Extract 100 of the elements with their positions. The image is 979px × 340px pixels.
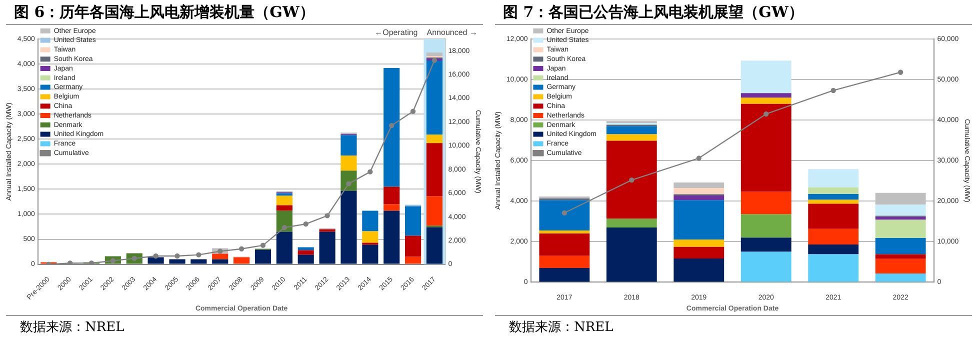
bar bbox=[740, 238, 792, 252]
point bbox=[153, 253, 158, 259]
bar bbox=[808, 187, 859, 194]
bar bbox=[606, 140, 657, 219]
bar bbox=[539, 256, 590, 268]
bar bbox=[674, 200, 724, 240]
point bbox=[898, 70, 904, 75]
point bbox=[368, 169, 373, 174]
bar bbox=[674, 258, 724, 282]
bar bbox=[875, 204, 926, 216]
bar bbox=[426, 143, 443, 196]
bar bbox=[808, 244, 859, 254]
bar bbox=[384, 68, 400, 187]
bar bbox=[740, 214, 792, 238]
bar bbox=[808, 254, 859, 282]
bar bbox=[875, 273, 926, 282]
point bbox=[432, 58, 438, 63]
bar bbox=[808, 169, 859, 188]
bar bbox=[169, 259, 186, 264]
bar bbox=[405, 256, 422, 264]
bar bbox=[875, 238, 926, 254]
bar bbox=[606, 126, 657, 134]
bar bbox=[362, 231, 378, 243]
point bbox=[830, 88, 836, 94]
point bbox=[696, 156, 702, 161]
bar bbox=[405, 236, 422, 257]
point bbox=[389, 122, 394, 128]
point bbox=[238, 246, 244, 252]
bar bbox=[740, 93, 792, 98]
point bbox=[346, 181, 352, 186]
bar bbox=[319, 232, 336, 264]
point bbox=[303, 221, 308, 227]
chart-title: 图 6：历年各国海上风电新增装机量（GW） bbox=[6, 0, 483, 25]
bar bbox=[276, 232, 292, 264]
bar bbox=[674, 240, 724, 247]
bar bbox=[875, 220, 926, 238]
bar bbox=[319, 229, 336, 232]
text: ←Operating bbox=[374, 28, 418, 38]
band-label: Announced → bbox=[426, 28, 478, 38]
bar bbox=[740, 104, 792, 192]
bar bbox=[606, 227, 657, 282]
bar bbox=[740, 192, 792, 214]
bar bbox=[362, 210, 378, 232]
bar bbox=[254, 250, 272, 264]
point bbox=[174, 253, 180, 259]
bar bbox=[539, 230, 590, 234]
bar bbox=[674, 195, 724, 200]
bar bbox=[808, 200, 859, 204]
bar bbox=[674, 188, 724, 194]
bar bbox=[808, 228, 859, 245]
bar bbox=[298, 250, 314, 255]
point bbox=[764, 111, 769, 117]
bar bbox=[148, 257, 164, 264]
bar bbox=[190, 259, 207, 264]
bar bbox=[426, 134, 443, 144]
bar bbox=[875, 254, 926, 259]
source-note: 数据来源：NREL bbox=[6, 315, 483, 340]
bar bbox=[740, 98, 792, 104]
bar bbox=[740, 60, 792, 94]
bar bbox=[426, 196, 443, 226]
bar bbox=[674, 182, 724, 188]
point bbox=[196, 252, 202, 258]
bar bbox=[808, 204, 859, 229]
bar bbox=[875, 258, 926, 274]
bar bbox=[276, 205, 292, 211]
bar bbox=[362, 244, 378, 264]
bar bbox=[340, 135, 357, 156]
bar bbox=[606, 218, 657, 228]
bar bbox=[606, 134, 657, 141]
bar bbox=[384, 210, 400, 264]
point bbox=[260, 242, 266, 248]
point bbox=[410, 108, 416, 114]
source-note: 数据来源：NREL bbox=[495, 315, 972, 340]
bar bbox=[276, 193, 292, 196]
bar bbox=[298, 254, 314, 264]
bar bbox=[384, 186, 400, 204]
bar bbox=[426, 52, 443, 56]
bar bbox=[740, 252, 792, 282]
bar bbox=[340, 156, 357, 171]
bar bbox=[875, 216, 926, 220]
bar bbox=[384, 204, 400, 211]
point bbox=[324, 213, 330, 218]
bar bbox=[405, 206, 422, 236]
bar bbox=[234, 257, 250, 264]
chart-title: 图 7：各国已公告海上风电装机展望（GW） bbox=[495, 0, 972, 25]
bar bbox=[298, 247, 314, 250]
bar bbox=[426, 227, 443, 264]
point bbox=[629, 177, 634, 183]
bar bbox=[808, 194, 859, 200]
bar bbox=[276, 196, 292, 206]
bar bbox=[340, 190, 357, 264]
bar bbox=[674, 246, 724, 258]
bar bbox=[539, 268, 590, 282]
point bbox=[562, 210, 568, 216]
bar bbox=[212, 254, 228, 260]
bar bbox=[212, 259, 228, 264]
bar bbox=[539, 200, 590, 231]
bar bbox=[539, 234, 590, 256]
point bbox=[282, 224, 288, 230]
bar bbox=[276, 210, 292, 232]
